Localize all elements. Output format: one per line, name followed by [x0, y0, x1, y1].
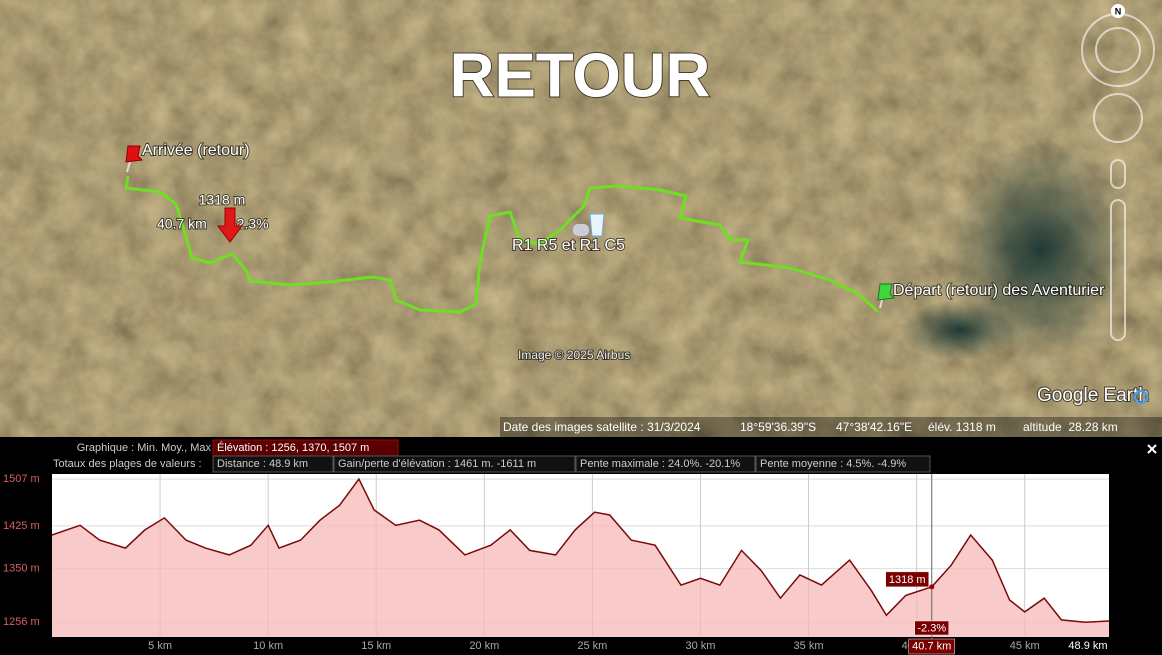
elevation: élév. 1318 m [928, 420, 996, 434]
x-tick-label: 35 km [794, 640, 824, 652]
placemark-label[interactable]: Arrivée (retour) [141, 141, 251, 160]
arrival-pin[interactable] [125, 145, 144, 173]
pin-head [877, 283, 896, 301]
move-ring[interactable] [1093, 93, 1143, 143]
mean-slope-summary: Pente moyenne : 4.5%. -4.9% [760, 458, 906, 470]
cursor-box [885, 571, 930, 588]
cursor-elevation-label: 1318 m [889, 574, 926, 586]
cursor-elevation: 1318 m [199, 192, 246, 208]
departure-pin[interactable] [877, 283, 896, 309]
poi-icon[interactable] [573, 213, 605, 237]
cursor-distance-label: 40.7 km [912, 640, 951, 652]
route-track [124, 175, 880, 314]
zoom-slider[interactable] [1110, 199, 1126, 341]
brand-logo: Google Earth [1037, 385, 1149, 406]
x-tick-label: 20 km [469, 640, 499, 652]
latitude: 18°59'36.39"S [740, 420, 816, 434]
cursor-point [929, 584, 935, 590]
y-tick-label: 1350 m [3, 563, 40, 575]
header-box [575, 455, 756, 473]
status-bar [500, 417, 1162, 437]
map-title: RETOUR [450, 41, 711, 110]
look-ring-inner [1095, 27, 1141, 73]
x-tick-label: 25 km [577, 640, 607, 652]
x-tick-label: 45 km [1010, 640, 1040, 652]
graph-label: Graphique : Min. Moy., Max [77, 442, 212, 454]
cursor-box [914, 620, 950, 636]
close-button[interactable] [1147, 444, 1157, 454]
x-tick-label: 10 km [253, 640, 283, 652]
y-tick-label: 1507 m [3, 473, 40, 485]
close-stroke [1147, 444, 1157, 454]
max-slope-summary: Pente maximale : 24.0%. -20.1% [580, 458, 740, 470]
placemark-label[interactable]: R1 R5 et R1 C5 [511, 236, 626, 255]
header-box [212, 455, 334, 473]
placemark-label[interactable]: Départ (retour) des Aventurier [892, 281, 1106, 300]
y-tick-label: 1425 m [3, 520, 40, 532]
zoom-person[interactable] [1110, 159, 1126, 189]
x-tick-label: 15 km [361, 640, 391, 652]
longitude: 47°38'42.16"E [836, 420, 912, 434]
elevation-line [51, 477, 1110, 623]
cursor-slope-label: -2.3% [917, 622, 946, 634]
y-tick-label: 1256 m [3, 616, 40, 628]
north-label: N [1115, 6, 1122, 16]
x-tick-label: 48.9 km [1068, 640, 1107, 652]
lake [950, 140, 1130, 360]
cursor-box [908, 638, 956, 655]
x-tick-label: 30 km [685, 640, 715, 652]
x-tick-label: 5 km [148, 640, 172, 652]
poi-bowl [573, 224, 589, 236]
elevation-summary: Élévation : 1256, 1370, 1507 m [217, 441, 369, 454]
satellite-map[interactable] [0, 0, 1162, 437]
header-box [755, 455, 931, 473]
status-indicator [1133, 389, 1149, 405]
poi-glass [589, 213, 605, 237]
north-badge [1111, 4, 1125, 18]
totals-label: Totaux des plages de valeurs : [53, 458, 202, 470]
cursor-arrow [217, 207, 243, 243]
gain-loss-summary: Gain/perte d'élévation : 1461 m. -1611 m [338, 458, 536, 470]
lake [900, 300, 1020, 360]
altitude: altitude 28.28 km [1023, 420, 1118, 434]
elevation-area [52, 479, 1109, 637]
distance-summary: Distance : 48.9 km [217, 458, 308, 470]
cursor-distance: 40.7 km [157, 216, 207, 232]
pin-head [125, 145, 144, 163]
imagery-credit: Image © 2025 Airbus [518, 348, 630, 362]
imagery-date: Date des images satellite : 31/3/2024 [503, 420, 701, 434]
header-box [333, 455, 576, 473]
